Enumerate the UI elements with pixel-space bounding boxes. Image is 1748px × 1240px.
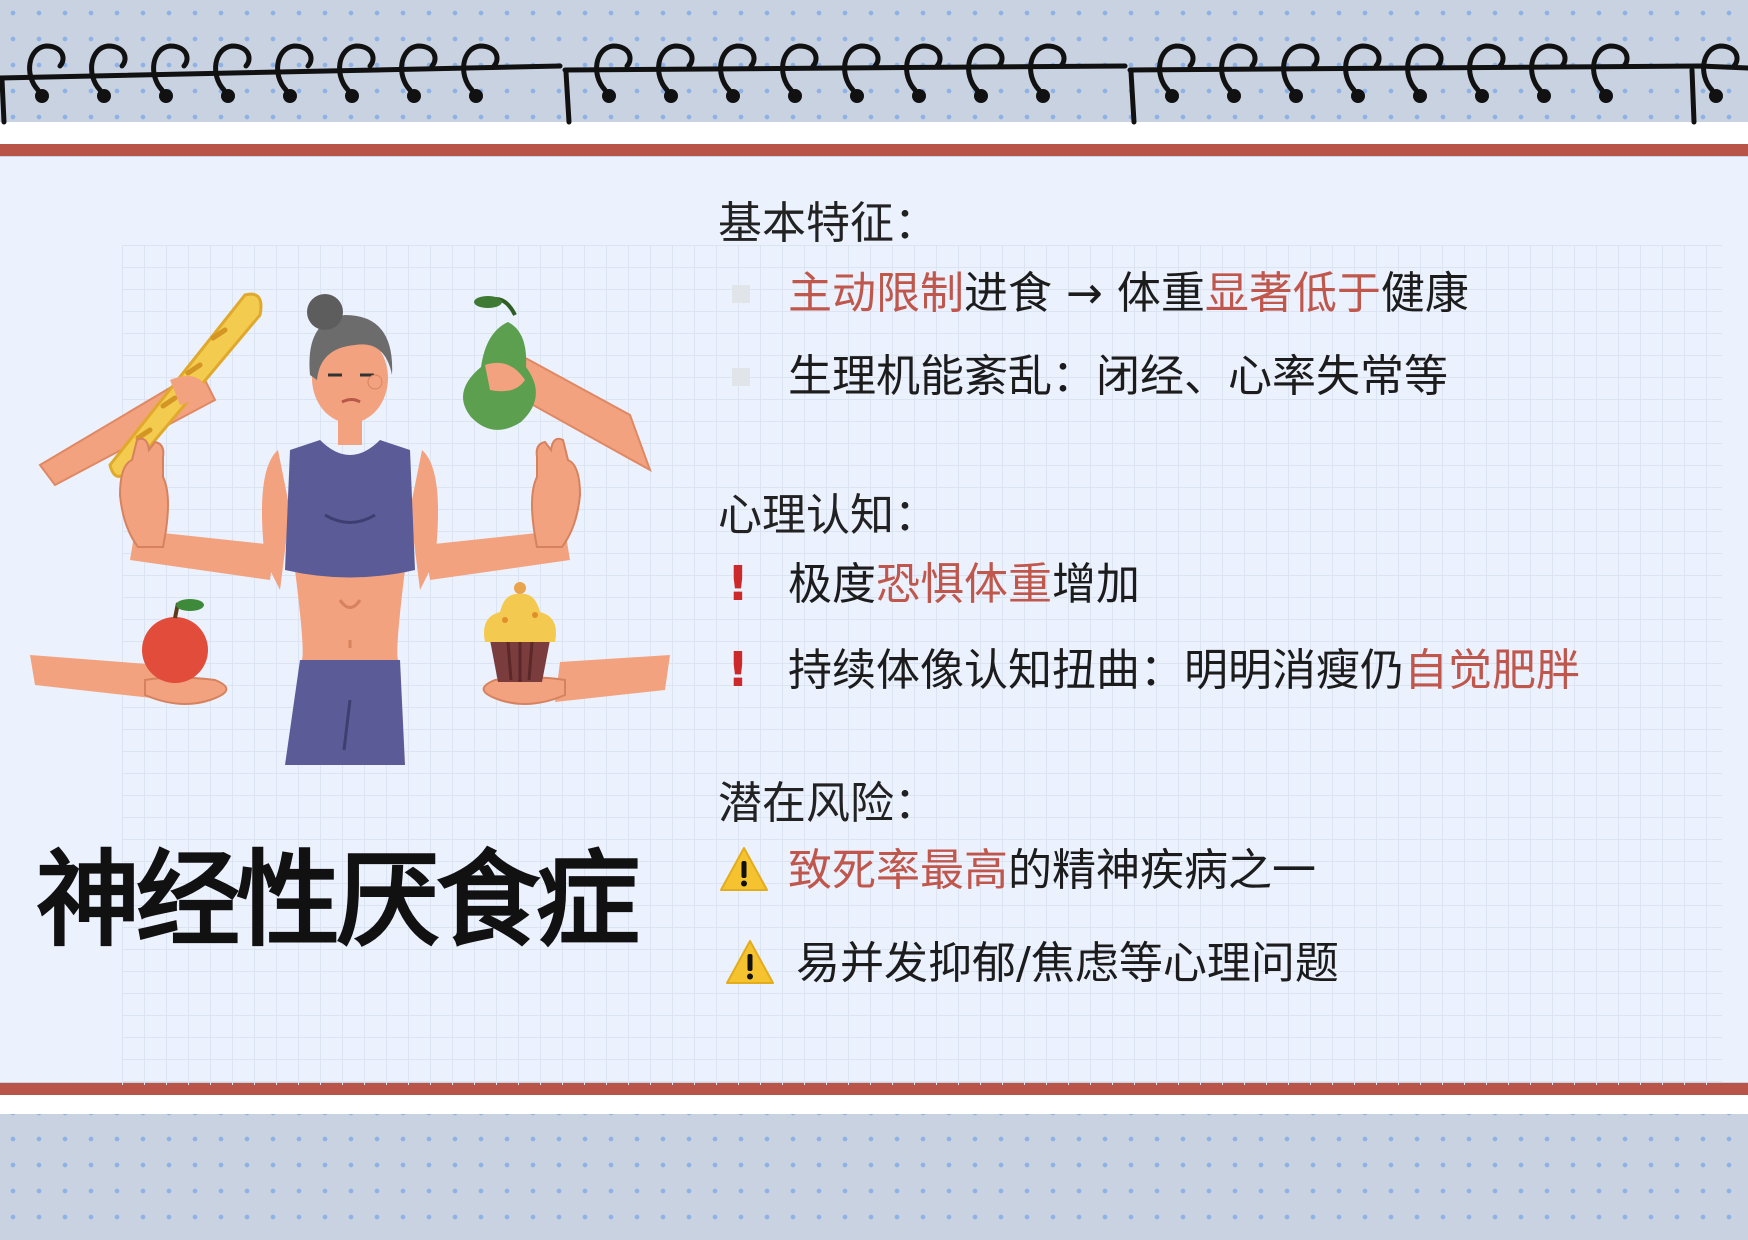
- binding-hole: [1289, 89, 1303, 103]
- risk-item-2-text: 易并发抑郁/焦虑等心理问题: [796, 938, 1339, 989]
- binding-hole: [1475, 89, 1489, 103]
- cupcake-icon: [484, 582, 556, 682]
- baguette-hand: [38, 292, 263, 487]
- binding-ring: [337, 43, 376, 93]
- cognition-heading: 心理认知：: [718, 490, 938, 541]
- binding-hole: [1709, 89, 1723, 103]
- binding-ring: [27, 43, 66, 93]
- apple-hand: [30, 599, 228, 705]
- top-red-rule: [0, 144, 1748, 156]
- binding-hole: [602, 89, 616, 103]
- binding-hole: [974, 89, 988, 103]
- binding-hole: [1036, 89, 1050, 103]
- binding-hole: [35, 89, 49, 103]
- binding-ring: [1219, 43, 1258, 93]
- bottom-dotted-band: [0, 1100, 1748, 1240]
- woman-figure: [261, 294, 439, 765]
- binding-hole: [850, 89, 864, 103]
- binding-ring: [1281, 43, 1320, 93]
- binding-hole: [407, 89, 421, 103]
- binding-ring: [461, 43, 500, 93]
- basic-item-1-text: 主动限制进食 → 体重显著低于健康: [788, 268, 1469, 319]
- pear-hand: [463, 296, 652, 473]
- square-bullet-icon: [732, 368, 750, 386]
- apple-icon: [142, 599, 208, 683]
- binding-hole: [1227, 89, 1241, 103]
- stop-arms: [118, 437, 582, 580]
- binding-hole: [221, 89, 235, 103]
- binding-ring: [1343, 43, 1382, 93]
- cognition-item-2-text: 持续体像认知扭曲：明明消瘦仍自觉肥胖: [788, 645, 1580, 696]
- top-dotted-band: [0, 0, 1748, 145]
- binding-ring: [399, 43, 438, 93]
- warning-icon: [726, 940, 774, 984]
- binding-hole: [283, 89, 297, 103]
- basic-item-2-text: 生理机能紊乱：闭经、心率失常等: [788, 351, 1448, 402]
- binding-ring: [1701, 43, 1740, 93]
- cognition-item-1-text: 极度恐惧体重增加: [788, 559, 1140, 610]
- binding-ring: [213, 43, 252, 93]
- notebook-binding-icon: [0, 43, 1748, 125]
- binding-ring: [842, 43, 881, 93]
- anorexia-illustration: [30, 292, 670, 765]
- binding-ring: [904, 43, 943, 93]
- binding-ring: [1591, 43, 1630, 93]
- pear-icon: [463, 296, 536, 430]
- content-panel: [0, 157, 1748, 1085]
- binding-ring: [656, 43, 695, 93]
- binding-ring: [1157, 43, 1196, 93]
- binding-ring: [1405, 43, 1444, 93]
- binding-hole: [97, 89, 111, 103]
- binding-hole: [159, 89, 173, 103]
- binding-ring: [780, 43, 819, 93]
- binding-hole: [1413, 89, 1427, 103]
- basic-features-heading: 基本特征：: [718, 198, 938, 249]
- binding-hole: [664, 89, 678, 103]
- binding-hole: [469, 89, 483, 103]
- exclamation-icon: !: [727, 556, 749, 612]
- binding-hole: [1165, 89, 1179, 103]
- risk-item-1-text: 致死率最高的精神疾病之一: [788, 845, 1316, 896]
- binding-hole: [1537, 89, 1551, 103]
- binding-ring: [966, 43, 1005, 93]
- binding-ring: [594, 43, 633, 93]
- square-bullet-icon: [732, 285, 750, 303]
- binding-hole: [788, 89, 802, 103]
- binding-ring: [89, 43, 128, 93]
- warning-icon: [720, 847, 768, 891]
- binding-ring: [151, 43, 190, 93]
- binding-hole: [345, 89, 359, 103]
- risk-heading: 潜在风险：: [718, 778, 938, 829]
- bottom-red-rule: [0, 1083, 1748, 1095]
- binding-hole: [1599, 89, 1613, 103]
- page-title: 神经性厌食症: [36, 839, 640, 961]
- binding-hole: [1351, 89, 1365, 103]
- exclamation-icon: !: [727, 642, 749, 698]
- binding-ring: [1467, 43, 1506, 93]
- binding-ring: [1529, 43, 1568, 93]
- top-white-strip: [0, 122, 1748, 146]
- binding-ring: [1028, 43, 1067, 93]
- binding-ring: [718, 43, 757, 93]
- binding-ring: [275, 43, 314, 93]
- binding-hole: [726, 89, 740, 103]
- cupcake-hand: [482, 582, 670, 705]
- binding-hole: [912, 89, 926, 103]
